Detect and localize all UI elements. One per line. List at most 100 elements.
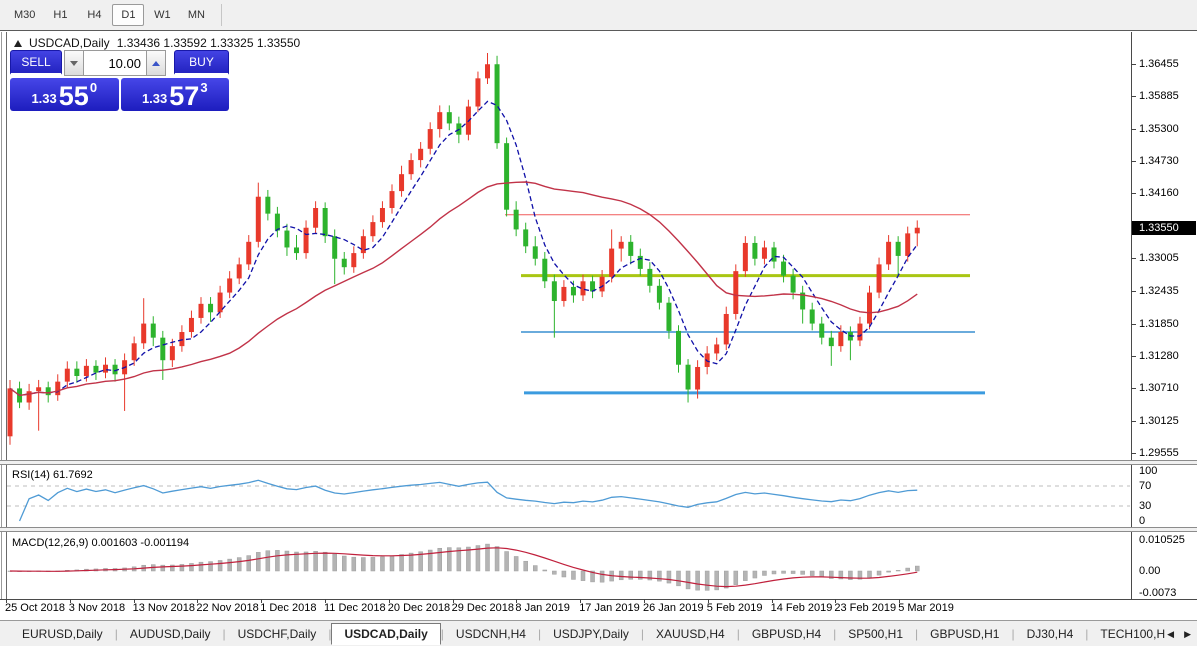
sell-price-sup: 0	[89, 80, 98, 95]
price-tick-mark	[1131, 96, 1136, 98]
price-tick-mark	[1131, 452, 1136, 454]
buy-price-sup: 3	[200, 80, 208, 95]
price-tick-label: 1.35885	[1139, 90, 1179, 103]
tab-separator: |	[1011, 626, 1015, 641]
tab-dj30-h4[interactable]: DJ30,H4	[1026, 626, 1074, 641]
buy-price-display[interactable]: 1.33 57 3	[120, 78, 229, 111]
tab-usdjpy-daily[interactable]: USDJPY,Daily	[553, 626, 629, 641]
price-tick-label: 1.30125	[1139, 414, 1179, 427]
tab-audusd-daily[interactable]: AUDUSD,Daily	[129, 626, 211, 641]
date-tick-mark	[644, 599, 645, 603]
volume-input[interactable]	[84, 50, 146, 76]
date-label: 8 Jan 2019	[515, 602, 570, 614]
chart-tab-bar: EURUSD,Daily | AUDUSD,Daily | USDCHF,Daily | U…	[0, 620, 1197, 646]
price-tick-mark	[1131, 387, 1136, 389]
tab-eurusd-daily[interactable]: EURUSD,Daily	[22, 626, 103, 641]
price-tick-mark	[1131, 161, 1136, 163]
price-tick-label: 1.31850	[1139, 317, 1179, 330]
splitter-rsi-macd[interactable]	[0, 527, 1197, 532]
frame-left-inner	[6, 32, 7, 599]
rsi-label: RSI(14) 61.7692	[12, 469, 93, 481]
date-tick-mark	[452, 599, 454, 603]
tab-usdcad-daily[interactable]: USDCAD,Daily	[331, 622, 441, 645]
tab-separator: |	[915, 626, 919, 641]
frame-left-outer	[1, 32, 2, 599]
date-tick-mark	[899, 599, 901, 603]
date-tick-mark	[516, 599, 518, 603]
date-tick-mark	[707, 599, 709, 603]
date-tick-mark	[580, 599, 582, 603]
buy-price-big: 57	[169, 81, 200, 111]
price-tick-label: 1.34730	[1139, 155, 1179, 168]
tab-sp500-h1[interactable]: SP500,H1	[848, 626, 903, 641]
price-tick-mark	[1131, 63, 1136, 65]
tab-usdchf-daily[interactable]: USDCHF,Daily	[237, 626, 317, 641]
volume-decrease-button[interactable]	[64, 50, 84, 76]
axis-separator	[1131, 32, 1132, 599]
date-label: 5 Mar 2019	[898, 602, 954, 614]
sell-price-prefix: 1.33	[31, 91, 57, 106]
tab-separator: |	[833, 626, 837, 641]
tab-gbpusd-h4[interactable]: GBPUSD,H4	[751, 626, 822, 641]
date-tick-mark	[6, 599, 7, 603]
timeframe-button-h4[interactable]: H4	[87, 9, 102, 21]
triangle-up-icon	[152, 60, 160, 66]
sell-price-display[interactable]: 1.33 55 0	[10, 78, 119, 111]
date-tick-mark	[325, 599, 326, 603]
splitter-chart-rsi[interactable]	[0, 460, 1197, 465]
timeframe-button-h1[interactable]: H1	[53, 9, 68, 21]
tab-separator: |	[537, 626, 542, 641]
toolbar-separator	[221, 4, 223, 26]
one-click-trade-panel: SELL BUY 1.33 55 0 1.33 57 3	[10, 50, 229, 111]
volume-increase-button[interactable]	[146, 50, 166, 76]
tab-usdcnh-h4[interactable]: USDCNH,H4	[455, 626, 526, 641]
date-label: 25 Oct 2018	[5, 602, 65, 614]
sell-price-big: 55	[58, 81, 89, 111]
price-tick-label: 1.31280	[1139, 349, 1179, 362]
tab-xauusd-h4[interactable]: XAUUSD,H4	[656, 626, 725, 641]
buy-button[interactable]: BUY	[174, 50, 229, 76]
date-label: 17 Jan 2019	[579, 602, 640, 614]
rsi-tick-label: 70	[1139, 480, 1152, 492]
date-tick-mark	[261, 599, 263, 603]
price-tick-mark	[1131, 355, 1136, 357]
chart-symbol-label: USDCAD,Daily	[29, 36, 110, 50]
macd-tick-label: -0.0073	[1139, 586, 1177, 599]
tab-separator: |	[1085, 626, 1089, 641]
timeframe-button-d1[interactable]: D1	[112, 4, 145, 26]
macd-tick-label: 0.010525	[1139, 533, 1185, 546]
tab-tech100-h1[interactable]: TECH100,H1	[1100, 626, 1172, 641]
price-axis[interactable]	[1132, 32, 1197, 598]
price-tick-mark	[1131, 129, 1136, 131]
tab-separator: |	[222, 626, 226, 641]
tab-separator: |	[114, 626, 118, 641]
price-tick-mark	[1131, 420, 1136, 422]
date-tick-mark	[197, 599, 199, 603]
date-tick-mark	[388, 599, 390, 603]
timeframe-button-w1[interactable]: W1	[154, 9, 171, 21]
date-label: 22 Nov 2018	[196, 602, 259, 614]
tab-gbpusd-h1[interactable]: GBPUSD,H1	[930, 626, 1000, 641]
date-label: 3 Nov 2018	[68, 602, 126, 614]
triangle-down-icon	[70, 60, 78, 66]
rsi-tick-label: 30	[1139, 500, 1152, 512]
date-axis[interactable]	[0, 599, 1197, 620]
sell-button[interactable]: SELL	[10, 50, 62, 76]
macd-label: MACD(12,26,9) 0.001603 -0.001194	[12, 537, 190, 549]
tabs-scroll-right-icon[interactable]: ▶	[1184, 628, 1191, 639]
rsi-panel[interactable]	[2, 466, 1131, 527]
date-label: 23 Feb 2019	[834, 602, 897, 614]
tabs-scroll-left-icon[interactable]: ◀	[1167, 628, 1175, 639]
price-tick-label: 1.30710	[1139, 381, 1179, 394]
date-label: 26 Jan 2019	[643, 602, 704, 614]
timeframe-button-m30[interactable]: M30	[14, 9, 36, 21]
chart-ohlc-values: 1.33436 1.33592 1.33325 1.33550	[116, 36, 301, 50]
date-label: 11 Dec 2018	[324, 602, 386, 614]
timeframe-button-mn[interactable]: MN	[187, 9, 205, 21]
price-tick-label: 1.34160	[1139, 187, 1179, 200]
date-label: 20 Dec 2018	[387, 602, 451, 614]
trade-panel-collapse-icon[interactable]	[14, 39, 22, 47]
rsi-tick-label: 100	[1139, 465, 1158, 477]
date-label: 13 Nov 2018	[132, 602, 195, 614]
